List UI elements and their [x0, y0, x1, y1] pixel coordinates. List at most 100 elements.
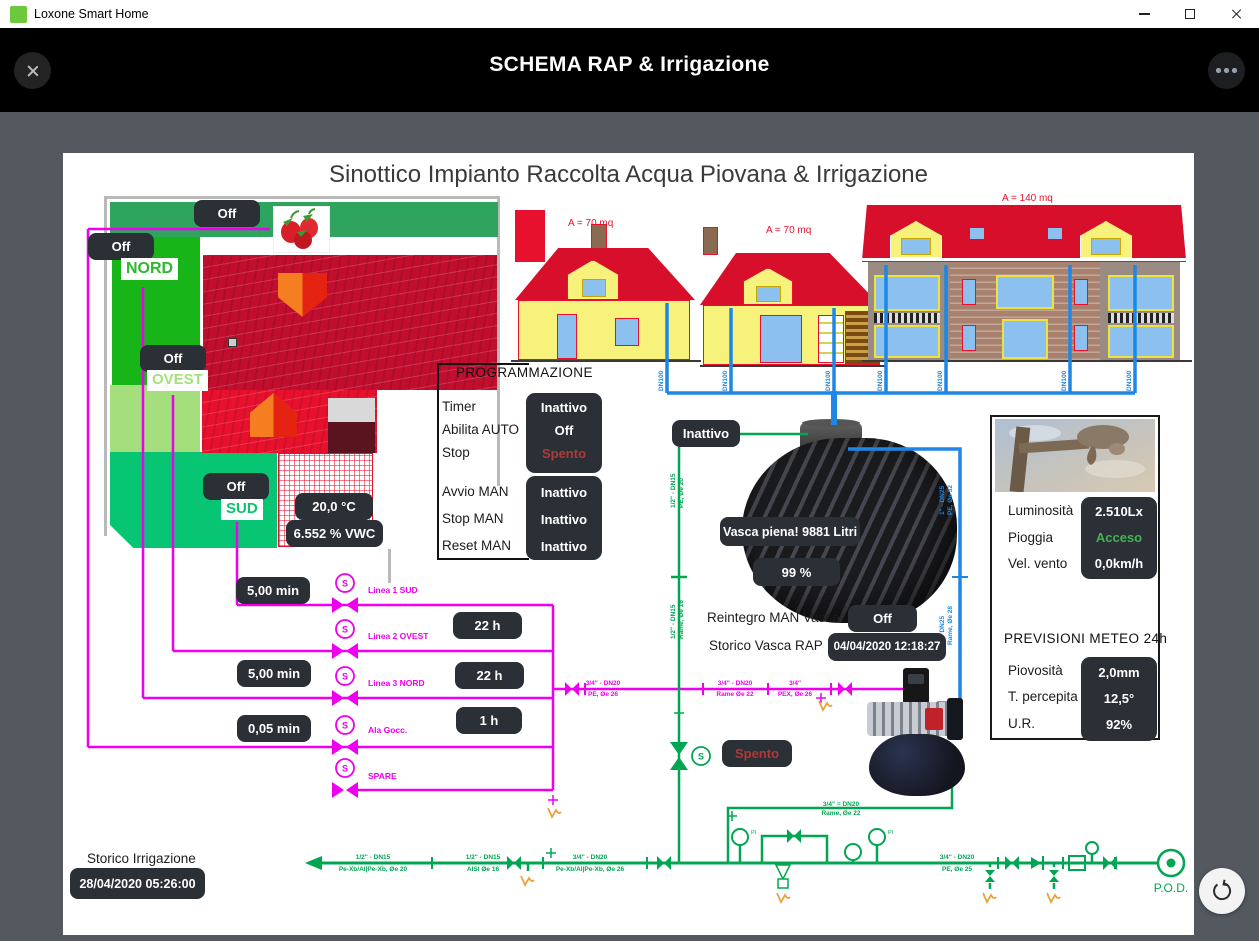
prog-value-reset-man[interactable]: Inattivo: [540, 539, 588, 554]
prog-value-stop[interactable]: Spento: [541, 446, 587, 461]
prog-value-stop-man[interactable]: Inattivo: [540, 512, 588, 527]
svg-text:1/2" - DN15: 1/2" - DN15: [466, 854, 501, 861]
strawberry-image: [273, 206, 330, 253]
svg-text:PEX, Øe 26: PEX, Øe 26: [778, 691, 813, 698]
pod-symbol: [1156, 848, 1186, 878]
svg-text:3/4" - DN20: 3/4" - DN20: [940, 854, 975, 861]
svg-text:Linea 1 SUD: Linea 1 SUD: [368, 585, 418, 595]
minimize-icon: [1138, 13, 1150, 15]
weather-value-vento[interactable]: 0,0km/h: [1094, 556, 1144, 571]
soil-moisture-badge[interactable]: 6.552 % VWC: [286, 520, 383, 547]
storico-irrigazione-badge[interactable]: 28/04/2020 05:26:00: [70, 868, 205, 899]
soil-temp-badge[interactable]: 20,0 °C: [295, 493, 373, 520]
svg-text:3/4" = DN20: 3/4" = DN20: [823, 801, 860, 808]
house-1-window: [615, 318, 639, 346]
pressure-gauge: [1085, 841, 1099, 855]
interval-badge-gocc[interactable]: 1 h: [456, 707, 522, 734]
prog-label-reset-man: Reset MAN: [442, 538, 512, 553]
reintegro-label: Reintegro MAN Vasca: [707, 610, 840, 625]
downpipe-labels: DN100 DN100 DN100 DN100 DN100 DN100 DN10…: [658, 370, 1133, 645]
house-2-big-window: [760, 315, 802, 363]
status-badge-ovest[interactable]: Off: [140, 345, 206, 372]
plot-boundary: [104, 196, 498, 199]
weather-value-luminosita[interactable]: 2.510Lx: [1095, 504, 1143, 519]
forecast-value-percepita[interactable]: 12,5°: [1103, 691, 1135, 706]
zone-label-ovest: OVEST: [147, 370, 208, 391]
duration-badge-nord[interactable]: 5,00 min: [237, 660, 311, 687]
pump-controller: [903, 668, 929, 704]
house-3-skylight: [1048, 228, 1062, 239]
storico-vasca-label: Storico Vasca RAP: [709, 638, 823, 653]
minimize-button[interactable]: [1127, 0, 1161, 28]
schematic-canvas: Sinottico Impianto Raccolta Acqua Piovan…: [63, 153, 1194, 935]
forecast-label-piovosita: Piovosità: [1008, 663, 1063, 678]
ground-line: [700, 365, 885, 367]
plot-boundary: [104, 196, 107, 536]
house-1-area: A = 70 mq: [568, 218, 613, 229]
ground-line: [511, 360, 701, 362]
menu-button[interactable]: [1208, 52, 1245, 89]
house-3-fascia: [862, 258, 1186, 262]
pump-head: [947, 698, 963, 740]
interval-badge-nord[interactable]: 22 h: [455, 662, 524, 689]
duration-badge-gocc[interactable]: 0,05 min: [237, 715, 311, 742]
svg-text:DN100: DN100: [1061, 370, 1068, 391]
svg-text:Rame Øe 22: Rame Øe 22: [716, 691, 754, 698]
ground-line: [862, 360, 1192, 362]
forecast-value-piovosita[interactable]: 2,0mm: [1098, 665, 1140, 680]
garden-zone-ovest: [110, 385, 200, 452]
prog-label-stop: Stop: [442, 445, 470, 460]
weather-panel: Luminosità Pioggia Vel. vento 2.510Lx Ac…: [990, 415, 1167, 741]
pressure-pump: [865, 668, 967, 800]
weather-values-box: 2.510Lx Acceso 0,0km/h: [1081, 497, 1157, 579]
refresh-icon: [1213, 879, 1232, 901]
solenoid-icon: S: [342, 625, 348, 635]
refresh-button[interactable]: [1199, 868, 1245, 914]
plot-boundary: [497, 196, 500, 486]
close-icon: [1230, 8, 1242, 20]
back-close-button[interactable]: [14, 52, 51, 89]
prog-value-timer[interactable]: Inattivo: [540, 400, 588, 415]
reintegro-badge[interactable]: Off: [848, 605, 917, 632]
maximize-button[interactable]: [1173, 0, 1207, 28]
maximize-icon: [1185, 9, 1195, 19]
prog-value-avvio-man[interactable]: Inattivo: [540, 485, 588, 500]
svg-text:3/4" - DN20: 3/4" - DN20: [586, 680, 621, 687]
roof-hatch-marker: [228, 338, 237, 347]
svg-text:PI: PI: [751, 830, 757, 836]
storico-vasca-badge[interactable]: 04/04/2020 12:18:27: [828, 633, 946, 661]
house-3-balcony-left: [874, 313, 940, 323]
zone-label-nord: NORD: [121, 258, 179, 280]
tank-percent-badge[interactable]: 99 %: [753, 558, 840, 586]
forecast-value-ur[interactable]: 92%: [1105, 717, 1133, 732]
forecast-title: PREVISIONI METEO 24h: [1004, 631, 1168, 646]
zone-line-labels: Linea 1 SUD Linea 2 OVEST Linea 3 NORD A…: [368, 585, 429, 781]
terrace-dark: [328, 422, 375, 453]
interval-badge-ovest[interactable]: 22 h: [453, 612, 522, 639]
tank-level-badge[interactable]: Vasca piena! 9881 Litri: [720, 517, 860, 546]
solenoid-icon: S: [342, 764, 348, 774]
house-2-chimney: [703, 227, 718, 255]
svg-text:PE, Øe 32: PE, Øe 32: [947, 485, 954, 515]
close-window-button[interactable]: [1219, 0, 1253, 28]
forecast-label-ur: U.R.: [1008, 716, 1035, 731]
tank-filter-status-badge[interactable]: Inattivo: [672, 420, 740, 447]
svg-text:PE, Øe 25: PE, Øe 25: [942, 866, 972, 873]
svg-text:3/4": 3/4": [789, 680, 801, 687]
house-3-door: [1002, 319, 1048, 359]
status-badge-sud[interactable]: Off: [203, 473, 269, 500]
house-3-skylight: [970, 228, 984, 239]
pump-status-badge[interactable]: Spento: [722, 740, 792, 767]
weather-value-pioggia[interactable]: Acceso: [1095, 530, 1143, 545]
solenoid-icon: S: [342, 721, 348, 731]
drain-symbols: [520, 700, 1061, 904]
status-badge-nord[interactable]: Off: [88, 233, 154, 260]
prog-value-abilita-auto[interactable]: Off: [554, 423, 574, 438]
duration-badge-sud[interactable]: 5,00 min: [236, 577, 310, 604]
svg-text:Linea 2 OVEST: Linea 2 OVEST: [368, 631, 429, 641]
svg-text:1/2" - DN15: 1/2" - DN15: [670, 473, 677, 508]
magenta-pipe-labels: 3/4" - DN20 PE, Øe 26 3/4" - DN20 Rame Øe …: [586, 680, 813, 698]
status-badge-orto[interactable]: Off: [194, 200, 260, 227]
house-3-window: [962, 325, 976, 351]
window-title: Loxone Smart Home: [34, 7, 149, 21]
